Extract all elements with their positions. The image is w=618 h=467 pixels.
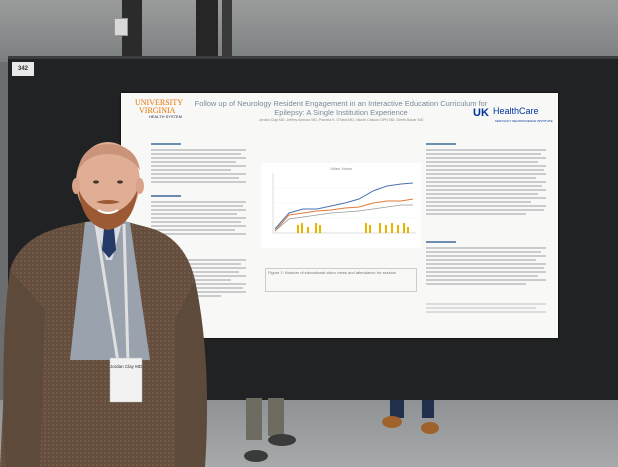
chart-title: Video Views xyxy=(330,166,352,171)
left-text-column xyxy=(151,143,251,333)
presenter-person: Jordan Clay MD xyxy=(0,142,208,467)
figure-caption: Figure 1: Number of educational video vi… xyxy=(265,268,417,292)
board-number-tag: 342 xyxy=(12,62,34,76)
wall-sign xyxy=(114,18,128,36)
poster-title-line: Follow up of Neurology Resident Engageme… xyxy=(194,99,488,108)
series-line xyxy=(274,182,414,230)
uk-logo-mark: UK xyxy=(473,107,489,119)
figure-caption-text: Figure 1: Number of educational video vi… xyxy=(268,270,397,275)
uva-logo-line: UNIVERSITY xyxy=(135,98,183,107)
right-text-column xyxy=(426,143,551,333)
passerby-legs xyxy=(244,398,296,462)
ceiling-background xyxy=(0,0,618,62)
pillar xyxy=(222,0,232,62)
name-badge-text: Jordan Clay MD xyxy=(110,364,143,369)
attendance-bars xyxy=(297,223,409,233)
poster-authors: Jordan Clay MD, Jeffrey Azmour MD, Pamel… xyxy=(258,118,424,122)
pillar xyxy=(122,0,142,62)
poster-title-line: Epilepsy: A Single Institution Experienc… xyxy=(274,108,408,117)
passerby-legs xyxy=(382,400,439,434)
uva-logo: UNIVERSITY VIRGINIA xyxy=(135,99,183,115)
series-line xyxy=(274,198,414,232)
uk-logo-subtitle: KENTUCKY NEUROSCIENCE INSTITUTE xyxy=(495,119,553,123)
uva-logo-subtitle: HEALTH SYSTEM xyxy=(149,114,183,119)
pillar xyxy=(196,0,218,62)
series-line xyxy=(274,204,413,232)
uk-logo-name: HealthCare xyxy=(493,106,539,116)
uva-logo-line: VIRGINIA xyxy=(139,106,176,115)
poster-title: Follow up of Neurology Resident Engageme… xyxy=(191,99,491,117)
poster-line-chart: Video Views xyxy=(261,163,421,248)
